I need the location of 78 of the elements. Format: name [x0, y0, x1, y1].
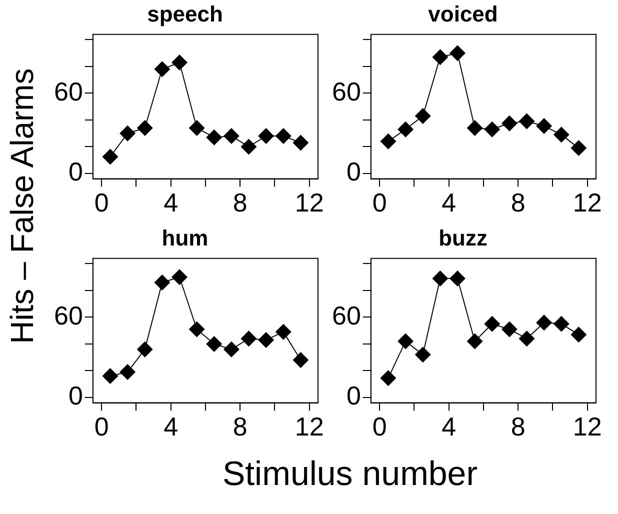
- point: [553, 316, 570, 332]
- point: [136, 341, 153, 358]
- chart-title: voiced: [428, 1, 498, 26]
- point: [414, 346, 431, 363]
- point: [380, 133, 396, 150]
- x-tick-label: 4: [164, 412, 178, 442]
- point: [449, 270, 466, 286]
- point: [102, 148, 118, 165]
- y-tick-label: 60: [332, 76, 361, 106]
- point: [536, 314, 552, 331]
- point: [484, 316, 500, 332]
- point: [136, 120, 153, 136]
- chart-title: hum: [162, 225, 208, 250]
- y-axis-title: Hits – False Alarms: [4, 67, 40, 346]
- point: [240, 138, 257, 155]
- point: [223, 128, 240, 144]
- point: [120, 125, 136, 142]
- y-tick-label: 0: [68, 380, 83, 411]
- x-tick-label: 12: [572, 188, 602, 218]
- point: [120, 364, 136, 380]
- point: [188, 321, 205, 338]
- point: [206, 129, 222, 146]
- point: [570, 140, 587, 156]
- chart-title: buzz: [438, 225, 488, 250]
- x-tick-label: 4: [442, 188, 456, 218]
- x-tick-label: 8: [510, 412, 526, 442]
- y-tick-label: 0: [346, 156, 361, 187]
- y-tick-label: 60: [54, 300, 83, 330]
- y-tick-label: 60: [54, 76, 83, 106]
- point: [240, 330, 257, 347]
- point: [518, 113, 535, 130]
- point: [466, 333, 483, 350]
- point: [398, 333, 414, 350]
- x-tick-label: 0: [94, 188, 109, 218]
- point: [501, 115, 518, 132]
- point: [171, 269, 188, 286]
- point: [553, 126, 570, 143]
- point: [258, 332, 274, 348]
- x-tick-label: 4: [442, 412, 456, 442]
- point: [570, 326, 587, 343]
- point: [466, 120, 483, 136]
- point: [154, 61, 170, 78]
- point: [223, 341, 240, 358]
- point: [275, 324, 292, 340]
- point: [171, 54, 188, 70]
- point: [292, 352, 309, 368]
- x-tick-label: 12: [294, 412, 324, 442]
- point: [292, 134, 309, 151]
- point: [275, 128, 292, 144]
- x-tick-label: 4: [164, 188, 178, 218]
- point: [432, 270, 448, 286]
- point: [414, 108, 431, 124]
- point: [449, 45, 466, 62]
- point: [484, 121, 500, 138]
- y-tick-label: 60: [332, 300, 361, 330]
- x-axis-title: Stimulus number: [221, 455, 479, 494]
- point: [258, 128, 274, 144]
- point: [398, 121, 414, 138]
- point: [501, 321, 518, 338]
- point: [154, 274, 170, 290]
- x-tick-label: 0: [372, 412, 387, 442]
- x-tick-label: 8: [232, 412, 248, 442]
- point: [432, 49, 448, 66]
- point: [518, 330, 535, 347]
- chart-title: speech: [147, 1, 223, 26]
- point: [102, 368, 118, 384]
- x-tick-label: 8: [232, 188, 248, 218]
- x-tick-label: 0: [94, 412, 109, 442]
- point: [380, 370, 396, 386]
- x-tick-label: 12: [572, 412, 602, 442]
- point: [206, 336, 222, 352]
- point: [188, 120, 205, 136]
- y-tick-label: 0: [346, 380, 361, 411]
- x-tick-label: 12: [294, 188, 324, 218]
- y-tick-label: 0: [68, 156, 83, 187]
- x-tick-label: 0: [372, 188, 387, 218]
- point: [536, 118, 552, 134]
- x-tick-label: 8: [510, 188, 526, 218]
